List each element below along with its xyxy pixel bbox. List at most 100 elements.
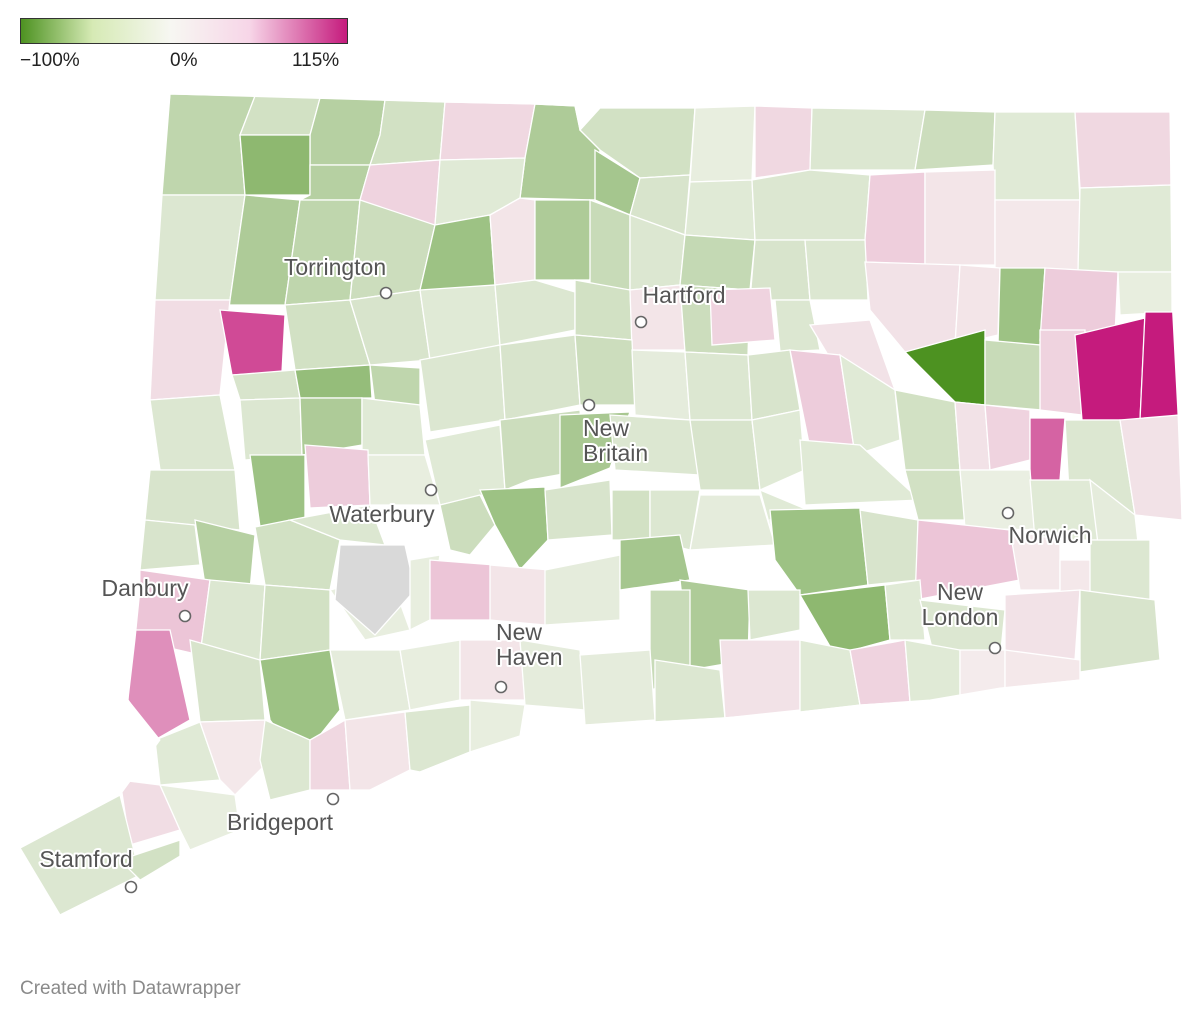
town-region[interactable] <box>544 554 621 626</box>
town-region[interactable] <box>984 339 1043 411</box>
town-region[interactable] <box>994 199 1081 273</box>
town-region[interactable] <box>754 105 813 179</box>
town-region[interactable] <box>774 299 821 353</box>
town-region[interactable] <box>499 334 581 421</box>
town-region[interactable] <box>924 169 996 266</box>
town-region[interactable] <box>859 509 919 586</box>
town-region[interactable] <box>139 519 201 571</box>
town-region[interactable] <box>439 494 496 556</box>
town-region[interactable] <box>304 444 371 509</box>
town-region[interactable] <box>684 351 753 421</box>
credit-text: Created with Datawrapper <box>20 978 241 999</box>
town-region[interactable] <box>1089 539 1151 601</box>
town-region[interactable] <box>954 401 991 471</box>
town-region[interactable] <box>259 719 311 801</box>
town-region[interactable] <box>574 279 633 341</box>
town-region[interactable] <box>404 704 471 773</box>
town-region[interactable] <box>334 544 416 636</box>
town-region[interactable] <box>654 659 726 723</box>
town-region[interactable] <box>997 267 1046 346</box>
town-region[interactable] <box>1117 271 1173 316</box>
town-region[interactable] <box>158 784 241 851</box>
town-region[interactable] <box>959 469 1036 531</box>
town-region[interactable] <box>439 101 536 161</box>
town-region[interactable] <box>154 194 246 301</box>
town-region[interactable] <box>329 649 411 721</box>
town-region[interactable] <box>1077 184 1173 273</box>
town-region[interactable] <box>294 364 373 399</box>
town-region[interactable] <box>684 179 756 241</box>
city-dot <box>494 680 508 694</box>
town-region[interactable] <box>619 534 691 591</box>
town-region[interactable] <box>479 486 549 572</box>
town-region[interactable] <box>747 589 801 641</box>
town-region[interactable] <box>361 397 426 456</box>
town-region[interactable] <box>809 107 926 171</box>
legend-min-label: −100% <box>20 50 80 71</box>
town-region[interactable] <box>751 169 871 241</box>
town-region[interactable] <box>719 639 801 719</box>
town-region[interactable] <box>849 639 911 706</box>
town-region[interactable] <box>574 334 636 406</box>
town-region[interactable] <box>589 199 631 291</box>
town-region[interactable] <box>1119 414 1182 521</box>
town-region[interactable] <box>199 719 271 796</box>
town-region[interactable] <box>751 409 806 491</box>
town-region[interactable] <box>299 164 371 201</box>
town-region[interactable] <box>149 299 231 401</box>
town-region[interactable] <box>469 699 526 753</box>
town-region[interactable] <box>149 394 236 471</box>
town-region[interactable] <box>839 353 901 456</box>
town-region[interactable] <box>239 134 311 196</box>
town-region[interactable] <box>959 649 1006 701</box>
town-region[interactable] <box>429 559 496 621</box>
town-region[interactable] <box>689 494 776 551</box>
town-region[interactable] <box>579 649 656 726</box>
town-region[interactable] <box>1079 589 1161 673</box>
town-region[interactable] <box>399 639 461 711</box>
legend-mid-label: 0% <box>170 50 198 71</box>
town-region[interactable] <box>544 479 613 541</box>
city-dot <box>988 641 1002 655</box>
town-region[interactable] <box>259 584 331 661</box>
town-region[interactable] <box>611 489 651 541</box>
town-region[interactable] <box>1139 311 1181 421</box>
town-region[interactable] <box>709 287 776 346</box>
town-region[interactable] <box>992 111 1081 201</box>
town-region[interactable] <box>689 105 756 183</box>
town-region[interactable] <box>239 397 303 461</box>
town-region[interactable] <box>1074 317 1146 421</box>
town-region[interactable] <box>769 507 869 596</box>
town-region[interactable] <box>419 344 506 433</box>
town-region[interactable] <box>689 419 761 491</box>
town-region[interactable] <box>519 103 601 201</box>
town-region[interactable] <box>249 454 306 528</box>
city-marker: Danbury <box>100 573 192 623</box>
town-region[interactable] <box>489 197 536 286</box>
town-region[interactable] <box>864 261 961 353</box>
town-region[interactable] <box>489 564 551 626</box>
town-region[interactable] <box>214 194 301 306</box>
town-region[interactable] <box>144 469 241 531</box>
town-region[interactable] <box>254 519 341 591</box>
town-region[interactable] <box>904 469 966 521</box>
town-region[interactable] <box>219 309 286 376</box>
town-region[interactable] <box>884 579 926 641</box>
town-region[interactable] <box>804 239 869 301</box>
town-region[interactable] <box>914 109 996 171</box>
town-region[interactable] <box>1074 111 1173 189</box>
town-region[interactable] <box>344 711 411 791</box>
town-region[interactable] <box>894 389 961 471</box>
town-region[interactable] <box>864 171 926 266</box>
town-region[interactable] <box>904 639 961 703</box>
town-region[interactable] <box>631 349 691 421</box>
town-region[interactable] <box>231 369 301 401</box>
town-region[interactable] <box>534 199 596 281</box>
town-region[interactable] <box>984 404 1031 471</box>
state-outline <box>19 93 1183 939</box>
town-region[interactable] <box>494 279 576 346</box>
legend-gradient-bar <box>20 18 348 44</box>
town-region[interactable] <box>1029 417 1066 489</box>
town-region[interactable] <box>367 454 441 506</box>
city-label: Stamford <box>39 846 132 872</box>
